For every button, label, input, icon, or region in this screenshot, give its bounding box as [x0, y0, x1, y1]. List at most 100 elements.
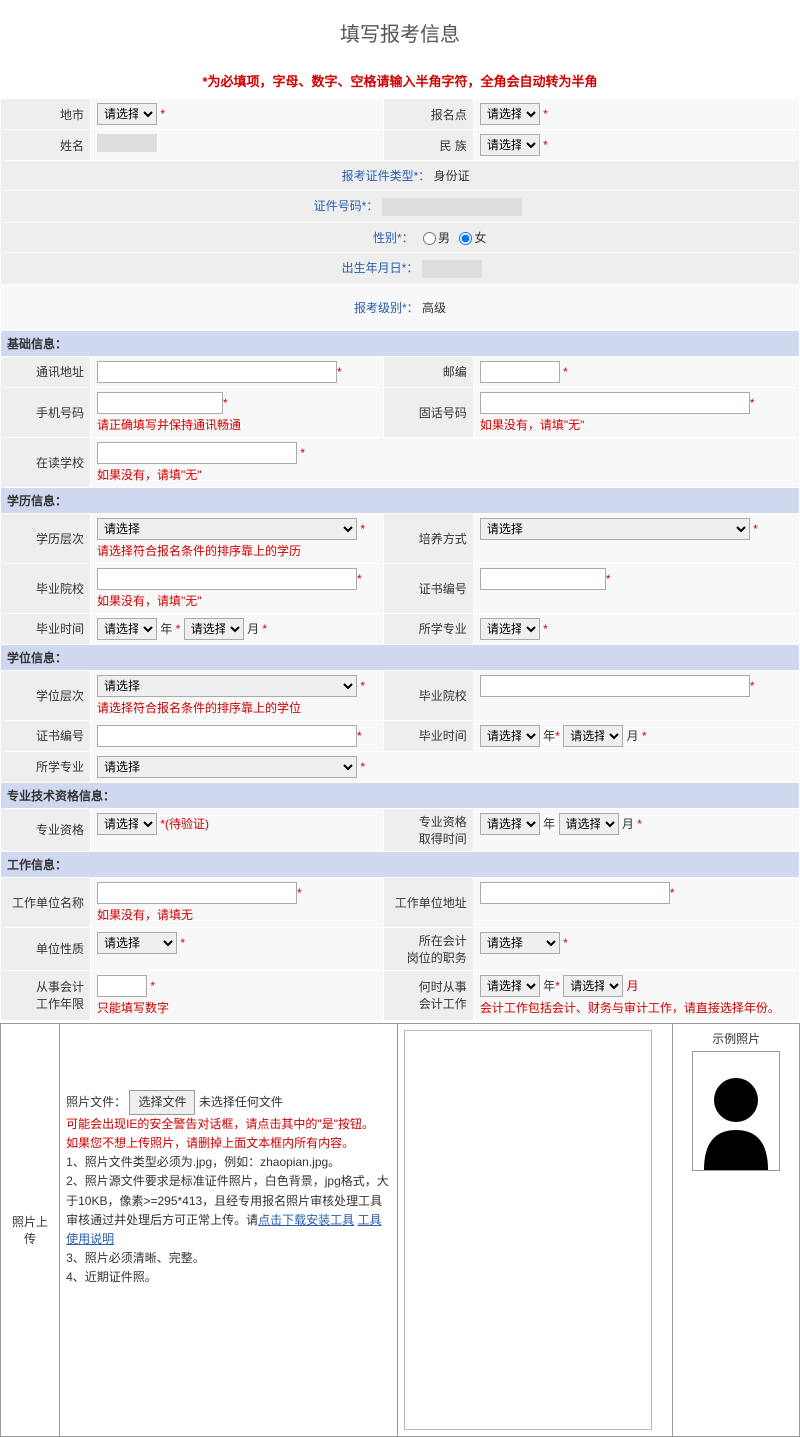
label-male: 男: [438, 231, 450, 245]
input-tel[interactable]: [480, 392, 750, 414]
section-pro: 专业技术资格信息：: [1, 782, 800, 808]
label-city: 地市: [1, 99, 91, 130]
label-address: 通讯地址: [1, 356, 91, 387]
unit-month: 月: [627, 729, 639, 743]
photo-preview-box: [404, 1030, 652, 1430]
hint-mobile: 请正确填写并保持通讯畅通: [97, 416, 377, 433]
select-work-nature[interactable]: 请选择: [97, 932, 177, 954]
hint-school: 如果没有，请填"无": [97, 466, 793, 483]
label-deg-certno: 证书编号: [1, 720, 91, 751]
hint-deg-level: 请选择符合报名条件的排序靠上的学位: [97, 699, 377, 716]
photo-warn2: 如果您不想上传照片，请删掉上面文本框内所有内容。: [66, 1134, 391, 1153]
photo-req1: 1、照片文件类型必须为.jpg，例如：zhaopian.jpg。: [66, 1153, 391, 1172]
masked-birth: [422, 260, 482, 278]
label-photo-file: 照片文件：: [66, 1095, 126, 1109]
label-id-number: 证件号码*：: [278, 197, 378, 214]
form-table: 地市 请选择 * 报名点 请选择 * 姓名 民 族 请选择 * 报考证件类型*：…: [0, 98, 800, 1021]
select-work-position[interactable]: 请选择: [480, 932, 560, 954]
unit-month: 月: [247, 622, 259, 636]
select-ethnic[interactable]: 请选择: [480, 134, 540, 156]
required-note: *为必填项，字母、数字、空格请输入半角字符，全角会自动转为半角: [0, 71, 800, 98]
label-name: 姓名: [1, 130, 91, 161]
label-edu-gradtime: 毕业时间: [1, 613, 91, 644]
input-school[interactable]: [97, 442, 297, 464]
select-deg-major[interactable]: 请选择: [97, 756, 357, 778]
photo-req4: 4、近期证件照。: [66, 1268, 391, 1287]
label-gender: 性别*：: [314, 229, 414, 246]
value-exam-level: 高级: [422, 301, 446, 315]
section-basic: 基础信息：: [1, 330, 800, 356]
label-tel: 固话号码: [383, 387, 473, 437]
pro-qual-note: *(待验证): [160, 817, 209, 831]
section-edu: 学历信息：: [1, 487, 800, 513]
hint-work-years: 只能填写数字: [97, 999, 377, 1016]
label-photo-upload: 照片上传: [1, 1023, 60, 1436]
masked-id-number: [382, 198, 522, 216]
input-deg-certno[interactable]: [97, 725, 357, 747]
input-edu-gradschool[interactable]: [97, 568, 357, 590]
label-edu-mode: 培养方式: [383, 513, 473, 563]
unit-year: 年: [543, 979, 555, 993]
select-pro-month[interactable]: 请选择: [559, 813, 619, 835]
btn-choose-file[interactable]: 选择文件: [129, 1090, 195, 1115]
text-no-file: 未选择任何文件: [199, 1095, 283, 1109]
photo-section: 照片上传 照片文件： 选择文件 未选择任何文件 可能会出现IE的安全警告对话框，…: [0, 1023, 800, 1437]
select-since-year[interactable]: 请选择: [480, 975, 540, 997]
select-city[interactable]: 请选择: [97, 103, 157, 125]
label-birth: 出生年月日*：: [318, 259, 418, 276]
input-work-years[interactable]: [97, 975, 147, 997]
input-work-unit[interactable]: [97, 882, 297, 904]
label-work-since: 何时从事 会计工作: [383, 970, 473, 1020]
required-mark: *: [543, 138, 548, 152]
label-work-position: 所在会计 岗位的职务: [383, 927, 473, 970]
label-edu-certno: 证书编号: [383, 563, 473, 613]
value-id-type: 身份证: [434, 169, 470, 183]
select-edu-mode[interactable]: 请选择: [480, 518, 750, 540]
photo-req3: 3、照片必须清晰、完整。: [66, 1249, 391, 1268]
label-mobile: 手机号码: [1, 387, 91, 437]
link-download-tool[interactable]: 点击下载安装工具: [258, 1213, 354, 1227]
radio-female[interactable]: [459, 232, 472, 245]
input-mobile[interactable]: [97, 392, 223, 414]
sample-photo-icon: [692, 1051, 780, 1171]
label-deg-gradtime: 毕业时间: [383, 720, 473, 751]
label-pro-qual: 专业资格: [1, 808, 91, 851]
select-edu-level[interactable]: 请选择: [97, 518, 357, 540]
label-exam-level: 报考级别*：: [354, 301, 419, 315]
select-site[interactable]: 请选择: [480, 103, 540, 125]
input-work-unit-addr[interactable]: [480, 882, 670, 904]
select-edu-year[interactable]: 请选择: [97, 618, 157, 640]
select-pro-qual[interactable]: 请选择: [97, 813, 157, 835]
label-deg-gradschool: 毕业院校: [383, 670, 473, 720]
label-work-unit-addr: 工作单位地址: [383, 877, 473, 927]
input-zipcode[interactable]: [480, 361, 560, 383]
select-since-month[interactable]: 请选择: [563, 975, 623, 997]
label-site: 报名点: [383, 99, 473, 130]
select-edu-major[interactable]: 请选择: [480, 618, 540, 640]
select-deg-year[interactable]: 请选择: [480, 725, 540, 747]
select-edu-month[interactable]: 请选择: [184, 618, 244, 640]
section-degree: 学位信息：: [1, 644, 800, 670]
select-deg-month[interactable]: 请选择: [563, 725, 623, 747]
sample-photo-title: 示例照片: [679, 1030, 793, 1047]
input-edu-certno[interactable]: [480, 568, 606, 590]
unit-month: 月: [622, 817, 634, 831]
label-zipcode: 邮编: [383, 356, 473, 387]
hint-edu-level: 请选择符合报名条件的排序靠上的学历: [97, 542, 377, 559]
hint-work-unit: 如果没有，请填无: [97, 906, 377, 923]
photo-warn1: 可能会出现IE的安全警告对话框，请点击其中的"是"按钮。: [66, 1115, 391, 1134]
label-edu-level: 学历层次: [1, 513, 91, 563]
label-id-type: 报考证件类型*：: [330, 167, 430, 184]
photo-req2: 2、照片源文件要求是标准证件照片，白色背景，jpg格式，大于10KB，像素>=2…: [66, 1172, 391, 1249]
select-pro-year[interactable]: 请选择: [480, 813, 540, 835]
section-work: 工作信息：: [1, 851, 800, 877]
radio-male[interactable]: [423, 232, 436, 245]
input-deg-gradschool[interactable]: [480, 675, 750, 697]
unit-year: 年: [543, 729, 555, 743]
unit-month: 月: [627, 979, 639, 993]
hint-work-since: 会计工作包括会计、财务与审计工作，请直接选择年份。: [480, 999, 793, 1016]
select-deg-level[interactable]: 请选择: [97, 675, 357, 697]
input-address[interactable]: [97, 361, 337, 383]
label-school: 在读学校: [1, 437, 91, 487]
required-mark: *: [160, 107, 165, 121]
